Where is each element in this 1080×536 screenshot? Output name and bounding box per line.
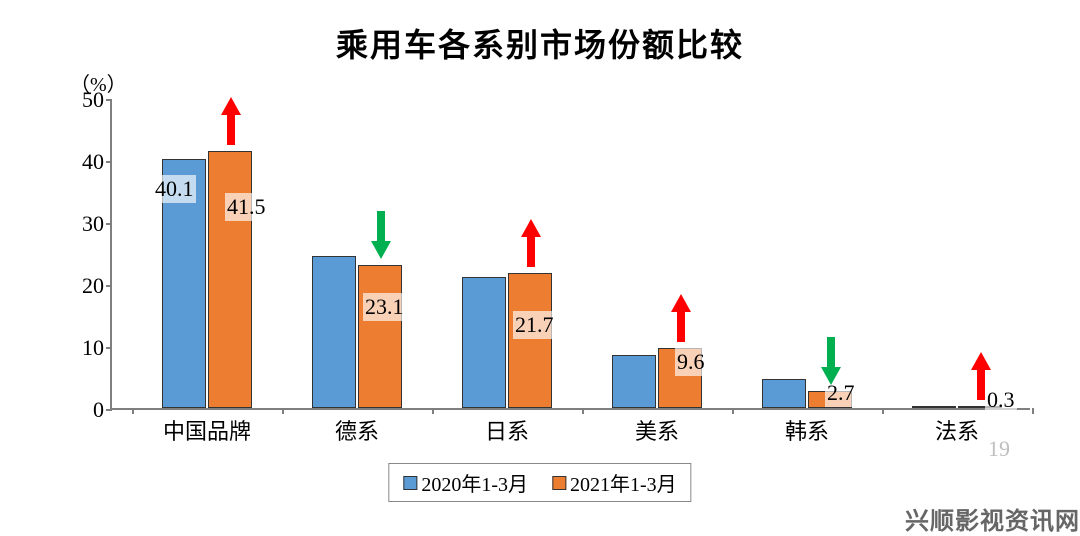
page-number: 19 <box>988 436 1010 462</box>
y-tick-mark <box>106 161 112 163</box>
chart-title: 乘用车各系别市场份额比较 <box>30 20 1050 66</box>
x-tick-mark <box>1032 408 1034 414</box>
legend-label-2020: 2020年1-3月 <box>421 468 528 497</box>
x-tick-mark <box>732 408 734 414</box>
bar <box>612 355 656 408</box>
y-tick-mark <box>106 347 112 349</box>
legend-label-2021: 2021年1-3月 <box>570 468 677 497</box>
legend-swatch-2021 <box>552 476 566 490</box>
y-tick-mark <box>106 99 112 101</box>
legend: 2020年1-3月 2021年1-3月 <box>388 463 691 502</box>
legend-item-2021: 2021年1-3月 <box>552 468 677 497</box>
bar-value-label: 40.1 <box>153 175 196 203</box>
bar <box>508 273 552 408</box>
arrow-up-icon <box>521 219 541 267</box>
x-axis-label: 日系 <box>485 408 529 446</box>
legend-swatch-2020 <box>403 476 417 490</box>
bar-value-label: 23.1 <box>363 293 406 321</box>
watermark: 兴顺影视资讯网 <box>905 501 1080 536</box>
x-axis-label: 法系 <box>935 408 979 446</box>
x-tick-mark <box>582 408 584 414</box>
bar <box>762 379 806 408</box>
bar-value-label: 21.7 <box>513 311 556 339</box>
bar-value-label: 41.5 <box>225 193 268 221</box>
y-tick-mark <box>106 223 112 225</box>
bar <box>358 265 402 408</box>
plot-area: 01020304050中国品牌德系日系美系韩系法系40.141.523.121.… <box>110 100 1030 410</box>
x-axis-label: 韩系 <box>785 408 829 446</box>
legend-item-2020: 2020年1-3月 <box>403 468 528 497</box>
x-tick-mark <box>132 408 134 414</box>
y-tick-mark <box>106 285 112 287</box>
arrow-down-icon <box>371 211 391 259</box>
x-tick-mark <box>882 408 884 414</box>
bar <box>208 151 252 408</box>
x-axis-label: 中国品牌 <box>163 408 251 446</box>
chart-container: 乘用车各系别市场份额比较 （%） 01020304050中国品牌德系日系美系韩系… <box>30 10 1050 510</box>
x-tick-mark <box>282 408 284 414</box>
x-axis-label: 美系 <box>635 408 679 446</box>
arrow-up-icon <box>971 352 991 400</box>
bar <box>462 277 506 408</box>
arrow-up-icon <box>221 97 241 145</box>
arrow-down-icon <box>821 337 841 385</box>
arrow-up-icon <box>671 294 691 342</box>
x-tick-mark <box>432 408 434 414</box>
y-tick-mark <box>106 409 112 411</box>
bar <box>312 256 356 408</box>
x-axis-label: 德系 <box>335 408 379 446</box>
bar <box>912 406 956 408</box>
bar-value-label: 9.6 <box>675 348 707 376</box>
